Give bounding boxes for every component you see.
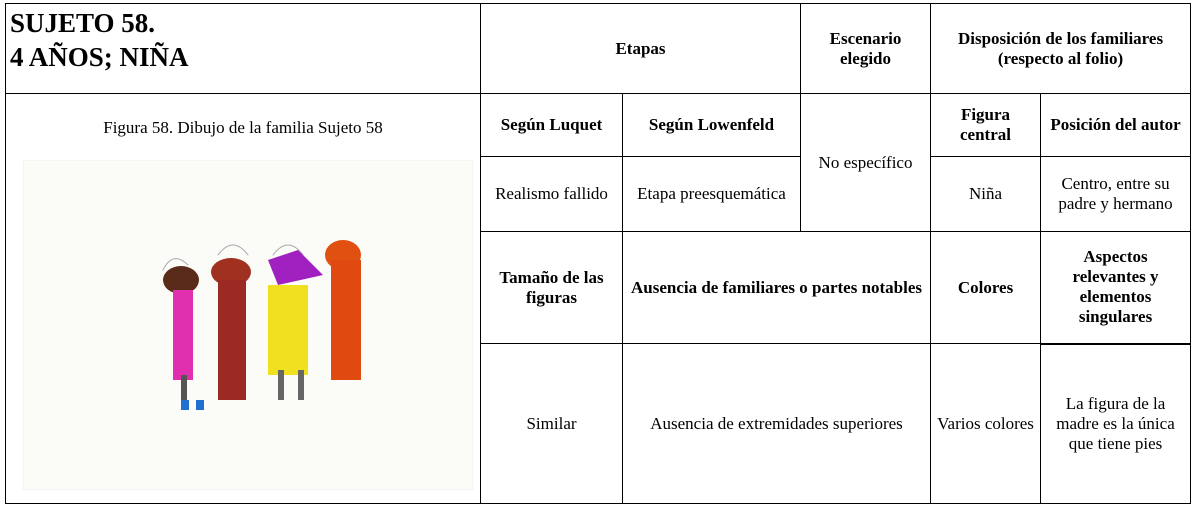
table-cell: Posición del autor [1040, 93, 1192, 157]
table-cell: Similar [480, 343, 623, 504]
figure-caption: Figura 58. Dibujo de la familia Sujeto 5… [103, 118, 383, 137]
drawing-figures [162, 240, 361, 410]
table-cell: Ausencia de extremidades superiores [621, 343, 932, 504]
table-cell: Ausencia de familiares o partes notables [621, 231, 932, 344]
subject-table: SUJETO 58. 4 AÑOS; NIÑA Etapas Escenario … [5, 3, 1192, 504]
subject-line: 4 AÑOS; NIÑA [10, 42, 189, 72]
table-cell: Colores [930, 231, 1042, 344]
table-cell: Aspectos relevantes y elementos singular… [1040, 231, 1192, 345]
table-cell: Niña [930, 156, 1042, 232]
figure-cell: Figura 58. Dibujo de la familia Sujeto 5… [5, 93, 481, 504]
header-cell: Disposición de los familiares (respecto … [930, 3, 1192, 94]
header-cell: Escenario elegido [800, 3, 932, 94]
table-cell: Tamaño de las figuras [480, 231, 623, 344]
subject-cell: SUJETO 58. 4 AÑOS; NIÑA [5, 3, 481, 94]
table-cell: Según Luquet [480, 93, 623, 157]
table-cell: No específico [800, 93, 932, 232]
drawing-paper [23, 160, 473, 490]
table-cell: Varios colores [930, 343, 1042, 504]
header-cell: Etapas [479, 3, 802, 94]
table-cell: La figura de la madre es la única que ti… [1040, 343, 1192, 504]
subject-line: SUJETO 58. [10, 8, 156, 38]
table-cell: Etapa preesquemática [621, 156, 802, 232]
table-cell: Figura central [930, 93, 1042, 157]
table-cell: Realismo fallido [480, 156, 623, 232]
table-cell: Según Lowenfeld [621, 93, 802, 157]
drawing [23, 160, 473, 490]
table-cell: Centro, entre su padre y hermano [1040, 156, 1192, 232]
